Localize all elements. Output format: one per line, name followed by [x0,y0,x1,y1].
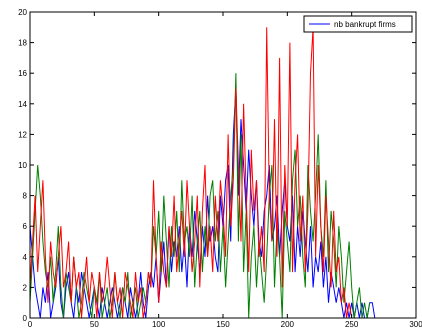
y-tick-label: 16 [18,69,27,78]
y-tick-label: 10 [18,161,27,170]
y-tick-label: 8 [23,192,28,201]
y-tick-label: 14 [18,100,27,109]
x-tick-label: 100 [152,320,166,329]
y-tick-label: 2 [23,283,28,292]
x-tick-label: 300 [409,320,422,329]
series-line-2 [29,73,371,319]
x-tick-label: 50 [90,320,99,329]
y-tick-label: 12 [18,130,27,139]
y-tick-label: 18 [18,39,27,48]
x-tick-label: 0 [28,320,33,329]
x-tick-label: 200 [281,320,295,329]
x-tick-label: 150 [216,320,230,329]
y-tick-label: 0 [23,314,28,323]
y-axis: 0 2 4 6 8 10 12 14 16 18 20 [18,8,416,323]
x-tick-label: 250 [345,320,359,329]
y-tick-label: 20 [18,8,27,17]
legend: nb bankrupt firms [303,15,413,33]
y-tick-label: 4 [23,253,28,262]
series-line-1 [29,88,376,319]
legend-box [303,15,413,33]
x-axis: 0 50 100 150 200 250 300 [28,12,422,329]
legend-label: nb bankrupt firms [334,20,396,29]
y-tick-label: 6 [23,222,28,231]
